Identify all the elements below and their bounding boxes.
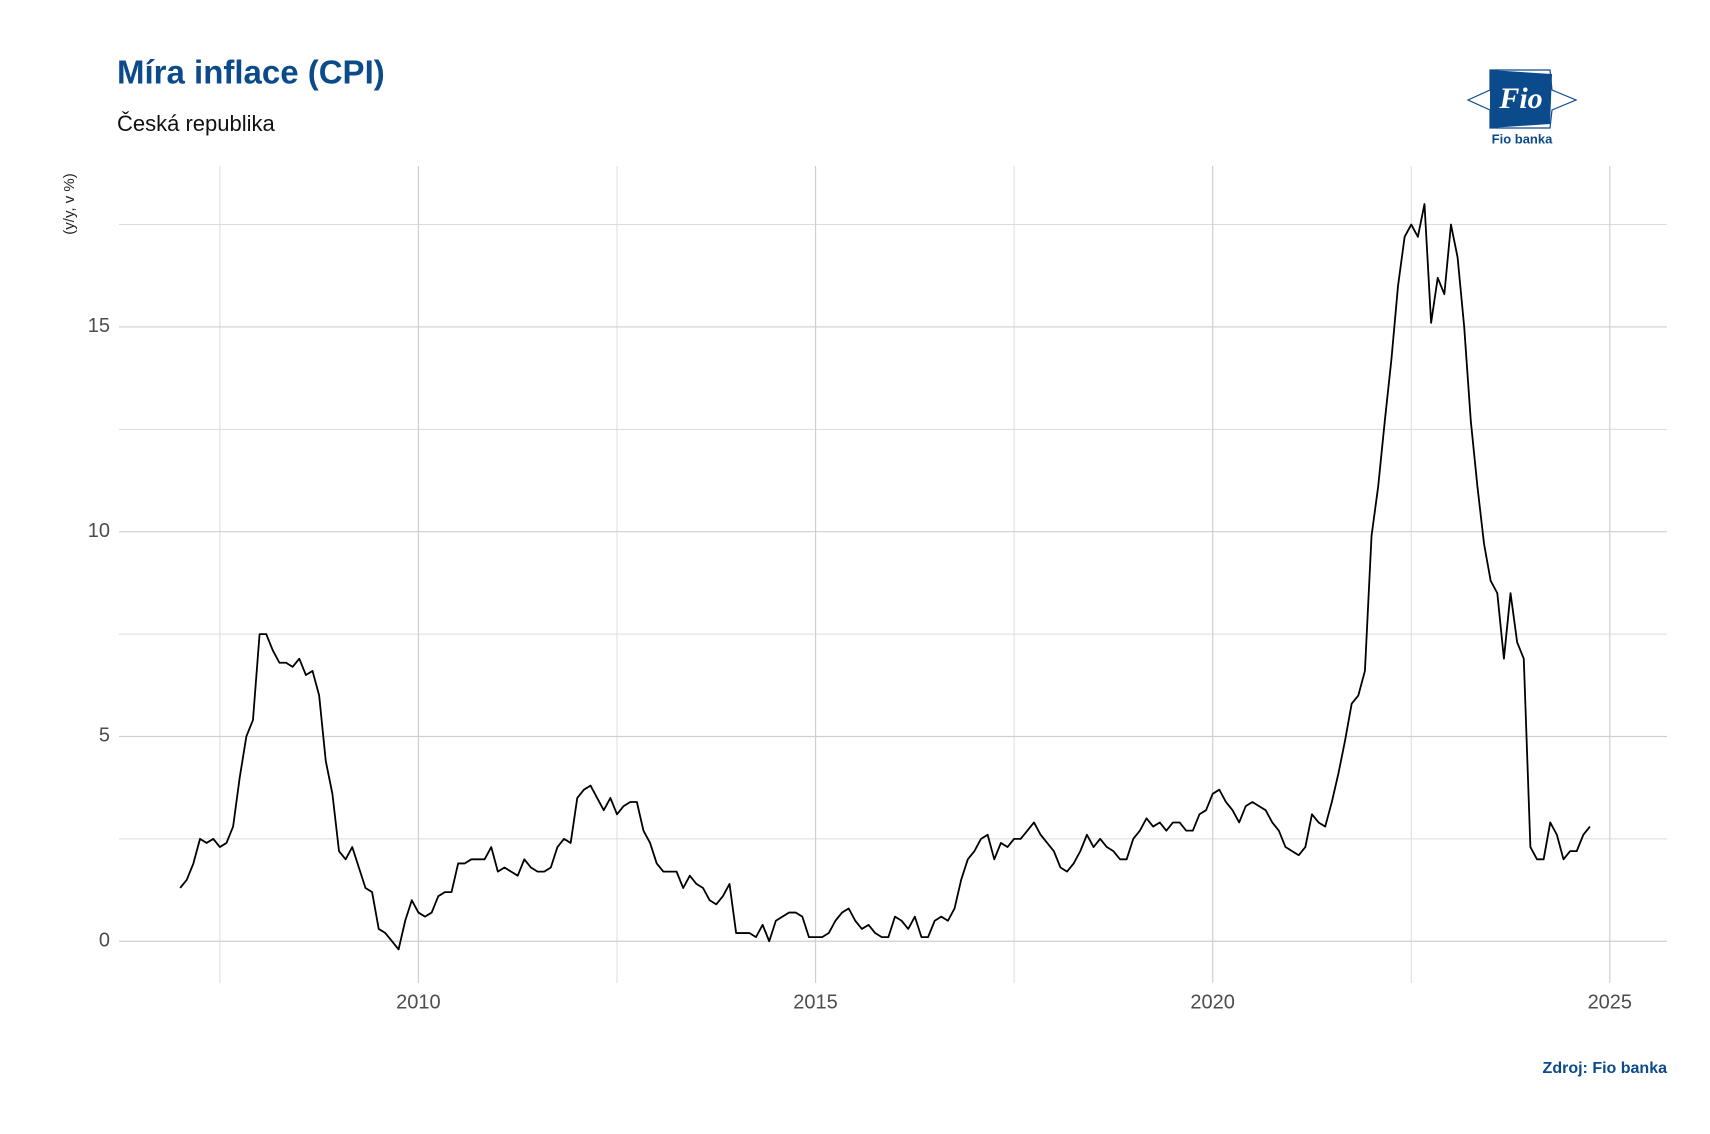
x-tick-label: 2015 xyxy=(793,991,838,1013)
x-tick-label: 2020 xyxy=(1190,991,1235,1013)
logo-mark: Fio xyxy=(1498,82,1542,115)
y-tick-label: 0 xyxy=(99,930,110,952)
source-note: Zdroj: Fio banka xyxy=(1543,1060,1668,1077)
chart-subtitle: Česká republika xyxy=(117,111,276,136)
y-tick-label: 10 xyxy=(88,520,110,542)
y-tick-label: 15 xyxy=(88,315,110,337)
y-axis-label: (y/y, v %) xyxy=(61,173,78,234)
cpi-line xyxy=(179,203,1591,951)
grid xyxy=(119,166,1667,983)
logo: Fio Fio banka xyxy=(1466,69,1578,146)
logo-label: Fio banka xyxy=(1492,131,1553,146)
x-tick-label: 2010 xyxy=(396,991,441,1013)
x-tick-label: 2025 xyxy=(1588,991,1633,1013)
logo-flag xyxy=(1490,70,1552,128)
chart-title: Míra inflace (CPI) xyxy=(117,54,385,91)
y-tick-label: 5 xyxy=(99,725,110,747)
